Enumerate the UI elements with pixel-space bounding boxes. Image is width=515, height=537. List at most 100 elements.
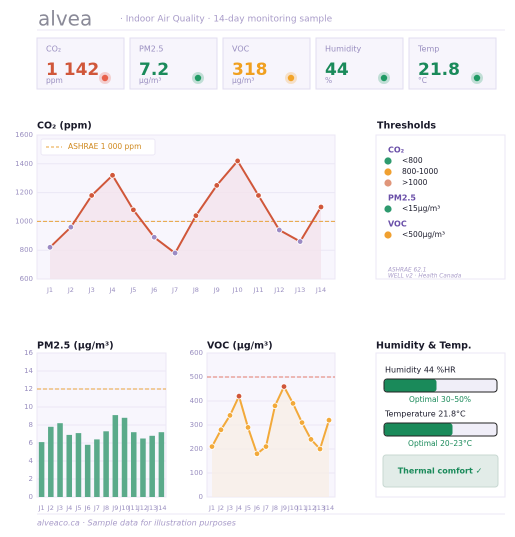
kpi-card <box>129 37 218 90</box>
x-tick-label: J9 <box>111 504 118 512</box>
x-tick-label: J10 <box>287 504 298 512</box>
point <box>208 443 216 450</box>
y-tick-label: 0 <box>199 493 203 501</box>
x-tick-label: J5 <box>129 286 136 294</box>
x-tick-label: J3 <box>88 286 95 294</box>
x-tick-label: J6 <box>84 504 91 512</box>
x-tick-label: J11 <box>252 286 263 294</box>
point <box>67 223 75 231</box>
kpi-value: 21.8 <box>418 60 460 80</box>
x-tick-label: J12 <box>273 286 284 294</box>
status-dot <box>194 74 202 82</box>
line <box>49 159 322 255</box>
x-tick-label: J7 <box>171 286 178 294</box>
y-tick-label: 4 <box>29 457 34 465</box>
badge-text: Thermal comfort ✓ <box>398 467 483 476</box>
point <box>289 400 297 407</box>
chart-title: VOC (µg/m³) <box>207 341 273 352</box>
status-dot <box>101 74 109 82</box>
point <box>130 206 137 214</box>
gauge-label: Humidity 44 %HR <box>385 366 456 375</box>
chart-title: PM2.5 (µg/m³) <box>37 341 114 352</box>
x-tick-label: J2 <box>67 286 74 294</box>
x-tick-label: J7 <box>262 504 269 512</box>
point <box>235 393 243 400</box>
kpi-label: PM2.5 <box>139 45 163 54</box>
gauge-optimal: Optimal 20–23°C <box>408 439 472 448</box>
x-tick-label: J7 <box>93 504 100 512</box>
x-tick-label: J6 <box>253 504 260 512</box>
y-tick-label: 200 <box>190 445 203 453</box>
status-dot <box>287 74 295 82</box>
legend-label: <15µg/m³ <box>402 204 440 213</box>
status-dot <box>380 74 388 82</box>
status-dot <box>473 74 481 82</box>
kpi-unit: °C <box>418 76 427 85</box>
point <box>192 212 200 219</box>
gauge-fill <box>384 423 453 436</box>
x-tick-label: J8 <box>271 504 278 512</box>
bar <box>94 439 100 497</box>
panel <box>375 134 506 280</box>
footer: alveaco.ca · Sample data for illustratio… <box>37 519 236 528</box>
legend-dot <box>384 157 392 165</box>
note: ASHRAE 62.1 <box>387 268 426 274</box>
kpi-label: Temp <box>417 45 439 54</box>
y-tick-label: 300 <box>190 421 203 429</box>
legend-label: <500µg/m³ <box>402 230 445 239</box>
bar <box>112 415 119 497</box>
y-tick-label: 14 <box>24 367 33 375</box>
legend-dot <box>384 168 392 176</box>
point <box>262 443 270 450</box>
x-tick-label: J10 <box>232 286 243 294</box>
subtitle: · Indoor Air Quality · 14-day monitoring… <box>120 15 333 25</box>
kpi-card <box>36 37 125 90</box>
x-tick-label: J6 <box>150 286 157 294</box>
group-title: VOC <box>388 220 407 229</box>
x-tick-label: J11 <box>128 504 139 512</box>
kpi-value: 44 <box>325 60 349 80</box>
point <box>109 172 116 179</box>
x-tick-label: J1 <box>208 504 215 512</box>
y-tick-label: 400 <box>190 397 203 405</box>
bar <box>66 434 73 497</box>
y-tick-label: 100 <box>190 469 203 477</box>
x-tick-label: J12 <box>305 504 316 512</box>
y-tick-label: 6 <box>29 439 34 447</box>
note: WELL v2 · Health Canada <box>388 274 462 280</box>
point <box>226 412 234 419</box>
kpi-card <box>408 37 497 90</box>
bar <box>130 432 137 497</box>
x-tick-label: J8 <box>102 504 109 512</box>
point <box>276 226 283 234</box>
group-title: CO₂ <box>388 146 405 155</box>
point <box>298 419 306 426</box>
badge <box>382 454 499 488</box>
point <box>234 157 241 165</box>
x-tick-label: J1 <box>46 286 53 294</box>
x-tick-label: J4 <box>65 504 72 512</box>
y-tick-label: 1600 <box>15 131 33 139</box>
legend-dot <box>384 205 392 213</box>
kpi-label: CO₂ <box>46 45 61 54</box>
point <box>307 436 315 443</box>
y-tick-label: 1400 <box>15 160 33 168</box>
gauge-fill <box>384 379 437 392</box>
bar <box>103 431 109 497</box>
legend-box <box>40 138 156 156</box>
gauge-optimal: Optimal 30–50% <box>409 395 471 404</box>
point <box>213 182 220 189</box>
area <box>50 160 321 279</box>
bar <box>140 438 146 497</box>
kpi-card <box>222 37 311 90</box>
y-tick-label: 1200 <box>15 189 33 197</box>
y-tick-label: 10 <box>24 403 33 411</box>
point <box>255 192 262 199</box>
bar <box>149 435 155 497</box>
x-tick-label: J13 <box>294 286 305 294</box>
kpi-unit: % <box>325 76 332 85</box>
gauge-label: Temperature 21.8°C <box>384 410 466 419</box>
bar <box>158 432 165 497</box>
section-title: Thresholds <box>377 121 436 132</box>
area <box>212 386 329 497</box>
